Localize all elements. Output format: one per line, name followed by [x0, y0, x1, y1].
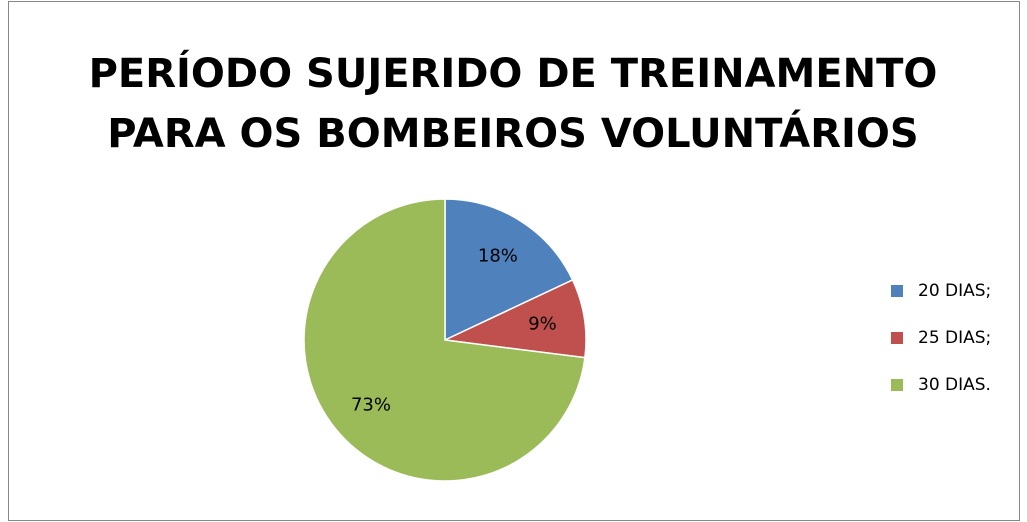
legend-marker	[891, 332, 903, 344]
pie-slice	[303, 198, 586, 482]
pie-slice	[442, 278, 587, 359]
legend-label: 25 DIAS;	[918, 328, 991, 348]
data-label: 9%	[528, 314, 557, 335]
data-label: 73%	[351, 394, 391, 415]
chart-title: PERÍODO SUJERIDO DE TREINAMENTO	[89, 49, 938, 97]
pie-slice	[444, 198, 574, 342]
legend-label: 20 DIAS;	[918, 281, 991, 301]
legend-label: 30 DIAS.	[918, 375, 991, 395]
legend-marker	[891, 379, 903, 391]
chart-title: PARA OS BOMBEIROS VOLUNTÁRIOS	[107, 109, 918, 157]
legend-marker	[891, 285, 903, 297]
data-label: 18%	[478, 246, 518, 267]
